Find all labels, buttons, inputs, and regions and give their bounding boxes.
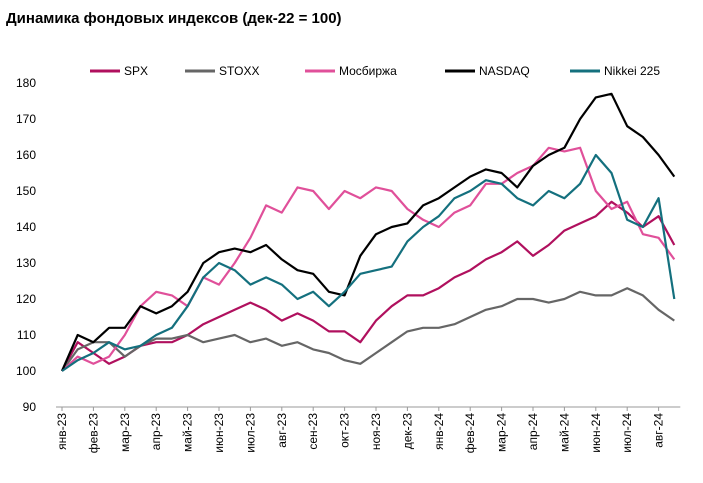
series-line [61, 153, 676, 372]
x-tick-label: ноя-23 [369, 413, 383, 450]
y-tick-label: 120 [16, 292, 36, 306]
x-tick-label: сен-23 [306, 413, 320, 450]
legend-label: STOXX [219, 64, 259, 78]
x-tick-label: янв-24 [432, 413, 446, 450]
y-tick-label: 180 [16, 76, 36, 90]
x-tick-label: июн-23 [212, 413, 226, 453]
x-tick-label: фев-24 [463, 413, 477, 454]
x-tick-label: дек-23 [400, 413, 414, 450]
x-tick-label: авг-24 [652, 413, 666, 448]
legend-label: SPX [124, 64, 148, 78]
x-tick-label: май-23 [181, 413, 195, 452]
x-tick-label: май-24 [557, 413, 571, 452]
y-tick-label: 110 [17, 328, 36, 342]
x-tick-label: мар-23 [118, 413, 132, 452]
series-line [60, 92, 676, 372]
legend-label: Мосбиржа [339, 64, 397, 78]
y-tick-label: 150 [16, 184, 36, 198]
y-tick-label: 100 [16, 364, 36, 378]
legend-label: NASDAQ [479, 64, 530, 78]
series-line [61, 146, 676, 372]
x-tick-label: июл-23 [243, 413, 257, 453]
y-tick-label: 140 [16, 220, 36, 234]
x-tick-label: авг-23 [275, 413, 289, 448]
x-tick-label: мар-24 [495, 413, 509, 452]
x-tick-label: окт-23 [338, 413, 352, 448]
x-tick-label: июл-24 [620, 413, 634, 453]
y-tick-label: 160 [16, 148, 36, 162]
series-line [61, 200, 676, 372]
y-tick-label: 170 [16, 112, 36, 126]
chart-title: Динамика фондовых индексов (дек-22 = 100… [6, 10, 342, 27]
x-tick-label: июн-24 [589, 413, 603, 453]
y-tick-label: 130 [16, 256, 36, 270]
legend-label: Nikkei 225 [604, 64, 660, 78]
y-tick-label: 90 [23, 400, 37, 414]
x-tick-label: апр-24 [526, 413, 540, 451]
x-tick-label: янв-23 [55, 413, 69, 450]
x-tick-label: апр-23 [149, 413, 163, 451]
series-line [61, 287, 675, 372]
x-tick-label: фев-23 [86, 413, 100, 454]
